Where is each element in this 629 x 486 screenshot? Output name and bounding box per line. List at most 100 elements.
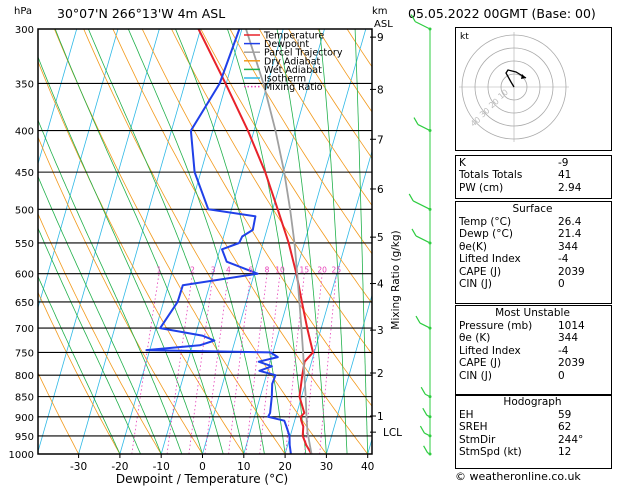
mixing-ratio-label: 6 — [248, 266, 253, 275]
datetime-title: 05.05.2022 00GMT (Base: 00) — [408, 6, 596, 21]
mixing-ratio-label: 2 — [190, 266, 195, 275]
wet-adiabat-line — [319, 29, 348, 454]
hodograph-box — [455, 27, 612, 151]
dry-adiabat-line — [611, 29, 629, 454]
mixing-ratio-label: 25 — [332, 266, 342, 275]
temperature-tick-label: -20 — [111, 461, 128, 473]
surface-row: Temp (°C) 26.4 — [459, 216, 582, 228]
dry-adiabat-line — [288, 29, 372, 159]
mixing-ratio-line — [166, 273, 193, 454]
indices-box — [455, 155, 612, 199]
mixing-ratio-label: 10 — [275, 266, 285, 275]
mixing-ratio-line — [259, 273, 281, 454]
mu-row: CIN (J) 0 — [459, 369, 565, 382]
pressure-tick-label: 1000 — [9, 450, 34, 461]
pressure-tick-label: 900 — [15, 413, 34, 424]
wind-barb — [410, 14, 431, 30]
temperature-tick-label: -30 — [70, 461, 87, 473]
surface-row: Lifted Index -4 — [459, 253, 569, 266]
isotherm-line — [160, 29, 284, 454]
index-row-tt: Totals Totals 41 — [459, 169, 572, 182]
hodograph-unit-label: kt — [460, 32, 469, 42]
mixing-ratio-line — [228, 273, 251, 454]
wind-barb — [408, 193, 431, 210]
km-tick-label: LCL — [383, 427, 402, 439]
isotherm-line — [38, 29, 78, 166]
km-tick-label: 1 — [377, 411, 384, 423]
pressure-tick-label: 550 — [15, 239, 34, 250]
pressure-tick-label: 300 — [15, 25, 34, 36]
pressure-tick-label: 500 — [15, 205, 34, 216]
hodo-row: StmDir 244° — [459, 433, 584, 446]
mixing-ratio-label: 15 — [300, 266, 310, 275]
wind-barb — [423, 445, 431, 455]
pressure-tick-label: 450 — [15, 168, 34, 179]
copyright-text: © weatheronline.co.uk — [455, 470, 581, 483]
legend-label: Parcel Trajectory — [264, 48, 343, 59]
hodograph-stats-header: Hodograph — [503, 396, 562, 408]
isotherm-line — [78, 29, 201, 454]
surface-row: CAPE (J) 2039 — [459, 265, 585, 278]
wind-barb — [420, 386, 431, 398]
x-axis-label: Dewpoint / Temperature (°C) — [116, 472, 288, 486]
pressure-unit-label: hPa — [14, 6, 32, 17]
most-unstable-table: Most Unstable Pressure (mb) 1014 θe (K) 34… — [455, 307, 610, 382]
isotherm-line — [243, 29, 367, 454]
index-row-pw: PW (cm) 2.94 — [459, 181, 582, 194]
mu-row: Pressure (mb) 1014 — [459, 320, 585, 332]
isotherm-line — [202, 29, 325, 454]
wet-adiabat-line — [354, 29, 369, 454]
temperature-tick-label: -10 — [153, 461, 170, 473]
hodo-row: EH 59 — [459, 409, 572, 421]
mixing-ratio-label: 3 — [211, 266, 216, 275]
pressure-tick-label: 800 — [15, 371, 34, 382]
wind-barb — [411, 228, 431, 244]
dry-adiabat-line — [258, 29, 372, 207]
km-tick-label: 5 — [377, 232, 384, 244]
hodograph-stats-table: Hodograph EH 59 SREH 62 StmDir 244° StmSpd … — [455, 396, 610, 459]
legend-label: Isotherm — [264, 74, 306, 85]
legend-label: Temperature — [263, 31, 324, 42]
hodograph-stats-box — [455, 395, 612, 469]
km-tick-label: 3 — [377, 325, 384, 337]
surface-row: CIN (J) 0 — [459, 277, 565, 290]
most-unstable-header: Most Unstable — [495, 307, 570, 319]
isotherm-line — [38, 29, 160, 454]
pressure-tick-label: 700 — [15, 324, 34, 335]
wind-barb — [413, 117, 431, 132]
series-dewpoint — [145, 29, 292, 454]
surface-row: θe(K) 344 — [459, 240, 579, 253]
mixing-ratio-line — [204, 273, 229, 454]
mixing-ratio-label: 4 — [226, 266, 231, 275]
most-unstable-box — [455, 305, 612, 395]
mu-row: CAPE (J) 2039 — [459, 357, 585, 370]
indices-table: K -9 Totals Totals 41 PW (cm) 2.94 — [455, 157, 610, 194]
dry-adiabat-line — [54, 29, 286, 454]
legend-label: Wet Adiabat — [264, 65, 322, 76]
pressure-tick-label: 850 — [15, 393, 34, 404]
mixing-ratio-line — [319, 273, 337, 454]
wind-barb — [422, 407, 431, 418]
surface-table: Surface Temp (°C) 26.4 Dewp (°C) 21.4 θe(K… — [455, 203, 610, 290]
legend-label: Dewpoint — [264, 39, 309, 50]
temperature-tick-label: 0 — [199, 461, 206, 473]
plot-frame — [37, 28, 373, 455]
surface-box — [455, 201, 612, 304]
temperature-tick-label: 40 — [361, 461, 374, 473]
series-parcel-trajectory — [245, 29, 313, 454]
km-tick-label: 9 — [377, 32, 384, 44]
temperature-tick-label: 30 — [320, 461, 333, 473]
dry-adiabat-line — [229, 29, 372, 255]
km-unit-label: km — [372, 6, 388, 17]
hodo-row: StmSpd (kt) 12 — [459, 446, 572, 459]
wind-barb — [415, 315, 431, 329]
temperature-tick-label: 20 — [278, 461, 291, 473]
surface-header: Surface — [512, 203, 553, 215]
isotherm-line — [38, 29, 119, 310]
index-row-k: K -9 — [459, 157, 569, 169]
legend-label: Mixing Ratio — [264, 82, 323, 93]
km-tick-label: 8 — [377, 84, 384, 96]
surface-row: Dewp (°C) 21.4 — [459, 228, 582, 241]
mixing-ratio-line — [188, 273, 214, 454]
